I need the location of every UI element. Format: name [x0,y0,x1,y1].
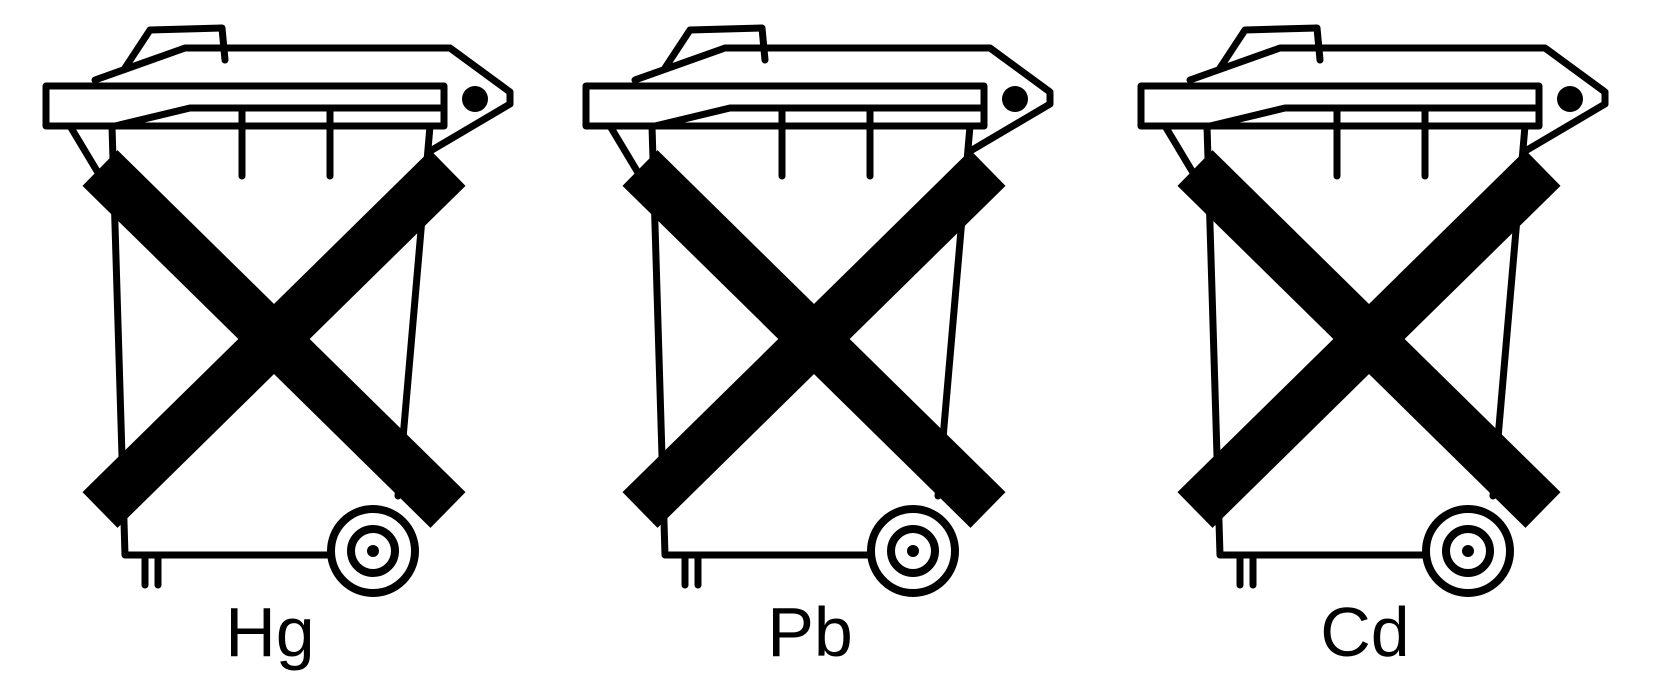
symbol-hg: Hg [0,0,540,689]
crossed-out-wheelie-bin-icon [582,24,1054,597]
crossed-out-wheelie-bin-icon [42,24,514,597]
symbol-pb: Pb [540,0,1080,689]
crossed-out-wheelie-bin-icon [1137,24,1609,597]
element-label-cd: Cd [1320,593,1410,671]
symbol-cd: Cd [1095,0,1635,689]
element-label-pb: Pb [767,593,853,671]
element-label-hg: Hg [225,593,315,671]
